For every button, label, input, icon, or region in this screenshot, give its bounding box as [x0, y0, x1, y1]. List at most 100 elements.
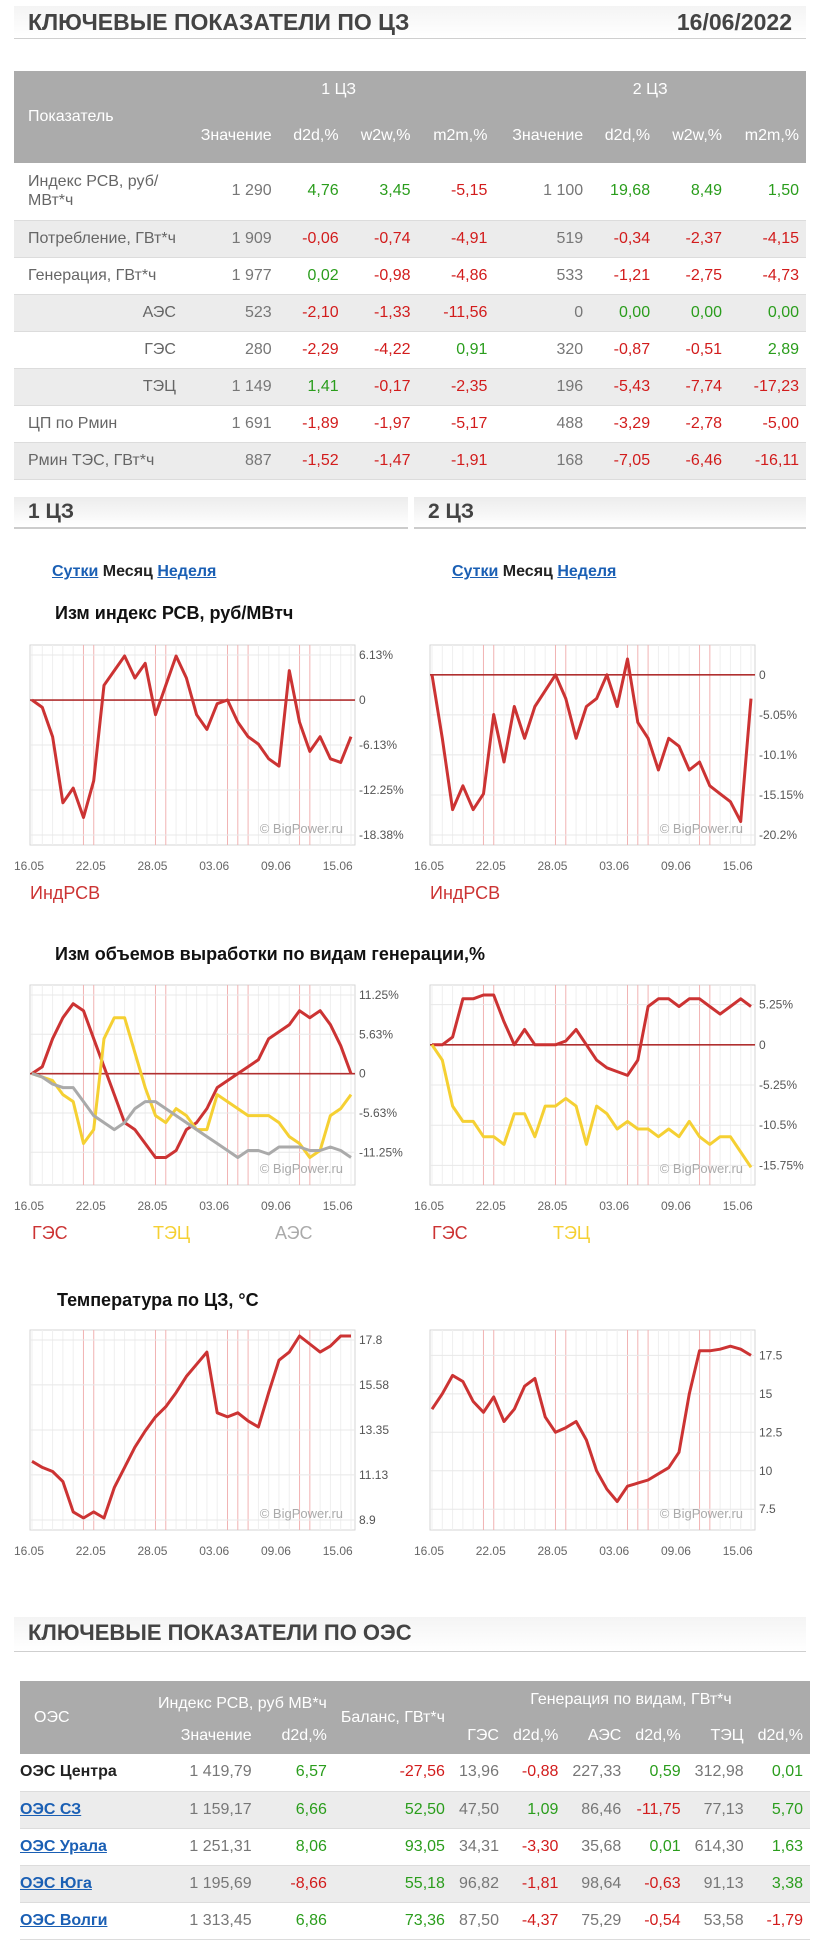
- oes-name[interactable]: ОЭС Урала: [20, 1837, 107, 1855]
- table-cell: -0,98: [345, 257, 418, 295]
- col-oes: ОЭС: [20, 1681, 151, 1754]
- table-cell: 887: [182, 442, 279, 480]
- table-cell: -5,17: [417, 405, 495, 443]
- x-tick-label: 09.06: [261, 1199, 291, 1213]
- oes-name[interactable]: ОЭС Юга: [20, 1874, 92, 1892]
- oes-cell: 1 251,31: [151, 1828, 259, 1866]
- oes-cell: 0,01: [750, 1754, 810, 1792]
- x-tick-label: 15.06: [323, 1544, 353, 1558]
- col-balance: Баланс, ГВт*ч: [333, 1681, 452, 1754]
- table-cell: 0,00: [590, 294, 658, 332]
- oes-cell: 0,59: [628, 1754, 688, 1792]
- y-tick-label: 13.35: [359, 1423, 389, 1437]
- oes-cell: 6,86: [258, 1902, 334, 1940]
- table-row: Индекс РСВ, руб/МВт*ч 1 290 4,76 3,45 -5,15 1…: [14, 163, 806, 221]
- table-cell: -2,37: [657, 220, 729, 258]
- table-cell: 2,89: [729, 331, 806, 369]
- table-cell: -1,52: [278, 442, 346, 480]
- table-cell: 1 977: [182, 257, 279, 295]
- period-tabs-zone2: Сутки Месяц Неделя: [452, 563, 616, 581]
- x-tick-label: 03.06: [599, 859, 629, 873]
- table-cell: 1 691: [182, 405, 279, 443]
- y-tick-label: -20.2%: [759, 828, 797, 842]
- table-cell: 8,49: [657, 163, 729, 221]
- y-tick-label: 12.5: [759, 1425, 783, 1439]
- oes-cell: 1 419,79: [151, 1754, 259, 1792]
- table-cell: -1,91: [417, 442, 495, 480]
- table-cell: -1,33: [345, 294, 418, 332]
- col-zone1: 1 ЦЗ: [182, 71, 495, 109]
- tab-week[interactable]: Неделя: [157, 563, 217, 580]
- x-tick-label: 16.05: [14, 1199, 44, 1213]
- oes-name[interactable]: ОЭС Волги: [20, 1911, 108, 1929]
- table-cell: 0,00: [657, 294, 729, 332]
- watermark: © BigPower.ru: [260, 821, 343, 836]
- y-tick-label: 0: [759, 668, 766, 682]
- tab-day[interactable]: Сутки: [52, 563, 99, 580]
- x-tick-label: 28.05: [537, 1199, 567, 1213]
- oes-cell: 98,64: [565, 1865, 629, 1903]
- table-cell: 320: [494, 331, 591, 369]
- oes-row: ОЭС СЗ 1 159,17 6,66 52,50 47,50 1,09 86,46 -11…: [20, 1791, 810, 1829]
- oes-cell: 87,50: [451, 1902, 506, 1940]
- y-tick-label: 11.13: [359, 1468, 388, 1482]
- table-cell: -7,05: [590, 442, 658, 480]
- subheader-6: w2w,%: [657, 109, 729, 163]
- table-cell: -4,15: [729, 220, 806, 258]
- watermark: © BigPower.ru: [660, 1161, 743, 1176]
- x-tick-label: 03.06: [199, 1199, 229, 1213]
- tab-day[interactable]: Сутки: [452, 563, 499, 580]
- y-tick-label: 0: [759, 1038, 766, 1052]
- table-cell: -2,10: [278, 294, 346, 332]
- y-tick-label: 0: [359, 1067, 366, 1081]
- table-cell: -16,11: [729, 442, 806, 480]
- oes-cell: 52,50: [333, 1791, 452, 1829]
- subheader-1: d2d,%: [278, 109, 346, 163]
- watermark: © BigPower.ru: [260, 1506, 343, 1521]
- table-cell: -17,23: [729, 368, 806, 406]
- oes-cell: 0,01: [628, 1828, 688, 1866]
- oes-row: ОЭС Волги 1 313,45 6,86 73,36 87,50 -4,37 75,2…: [20, 1902, 810, 1940]
- y-tick-label: 0: [359, 693, 366, 707]
- oes-cell: -4,37: [505, 1902, 566, 1940]
- y-tick-label: -18.38%: [359, 828, 404, 842]
- row-label: Индекс РСВ, руб/МВт*ч: [14, 163, 183, 221]
- table-row: Рмин ТЭС, ГВт*ч 887 -1,52 -1,47 -1,91 168 -7,0…: [14, 442, 806, 480]
- oes-row: ОЭС Юга 1 195,69 -8,66 55,18 96,82 -1,81 98,64…: [20, 1865, 810, 1903]
- oes-cell: 13,96: [451, 1754, 506, 1792]
- legend-price-2: ИндРСВ: [430, 883, 501, 903]
- oes-cell: 614,30: [687, 1828, 751, 1866]
- row-label: ГЭС: [14, 331, 183, 369]
- col-index: Индекс РСВ, руб МВ*ч: [151, 1681, 334, 1718]
- oes-name[interactable]: ОЭС СЗ: [20, 1800, 82, 1818]
- row-label: Генерация, ГВт*ч: [14, 257, 183, 295]
- oes-title: КЛЮЧЕВЫЕ ПОКАЗАТЕЛИ ПО ОЭС: [28, 1620, 412, 1645]
- oes-cell: 77,13: [687, 1791, 751, 1829]
- y-tick-label: -5.05%: [759, 708, 797, 722]
- section-zone2-title: 2 ЦЗ: [428, 500, 475, 523]
- table-cell: -1,97: [345, 405, 418, 443]
- legend-tec-1: ТЭЦ: [153, 1223, 191, 1243]
- y-tick-label: 15: [759, 1387, 773, 1401]
- table-cell: -0,87: [590, 331, 658, 369]
- series-line-АЭС: [31, 1072, 352, 1159]
- table-cell: -5,00: [729, 405, 806, 443]
- tab-month[interactable]: Месяц: [102, 563, 153, 580]
- oes-cell: -8,66: [258, 1865, 334, 1903]
- table-cell: -4,22: [345, 331, 418, 369]
- oes-cell: -1,79: [750, 1902, 810, 1940]
- chart-frame: [429, 644, 756, 846]
- y-tick-label: -10.1%: [759, 748, 797, 762]
- chart-title-gen: Изм объемов выработки по видам генерации…: [55, 944, 486, 964]
- oes-cell: -27,56: [333, 1754, 452, 1792]
- tab-month[interactable]: Месяц: [502, 563, 553, 580]
- table-cell: -0,34: [590, 220, 658, 258]
- row-label: Рмин ТЭС, ГВт*ч: [14, 442, 183, 480]
- y-tick-label: 5.63%: [359, 1027, 393, 1041]
- table-cell: -1,47: [345, 442, 418, 480]
- oes-name-cell: ОЭС СЗ: [20, 1791, 151, 1829]
- oes-cell: -3,30: [505, 1828, 566, 1866]
- x-tick-label: 16.05: [414, 859, 444, 873]
- table-row: Потребление, ГВт*ч 1 909 -0,06 -0,74 -4,91 51…: [14, 220, 806, 258]
- tab-week[interactable]: Неделя: [557, 563, 617, 580]
